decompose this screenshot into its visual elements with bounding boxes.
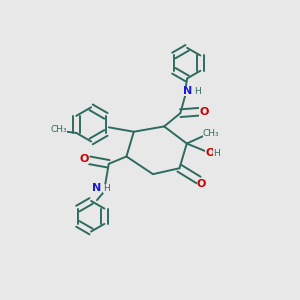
- Text: CH₃: CH₃: [202, 129, 219, 138]
- Text: N: N: [183, 85, 192, 95]
- Text: CH₃: CH₃: [50, 125, 67, 134]
- Text: O: O: [200, 107, 209, 117]
- Text: O: O: [80, 154, 89, 164]
- Text: H: H: [213, 149, 220, 158]
- Text: H: H: [103, 184, 110, 193]
- Text: O: O: [197, 178, 206, 189]
- Text: N: N: [92, 183, 101, 193]
- Text: O: O: [205, 148, 214, 158]
- Text: H: H: [194, 87, 201, 96]
